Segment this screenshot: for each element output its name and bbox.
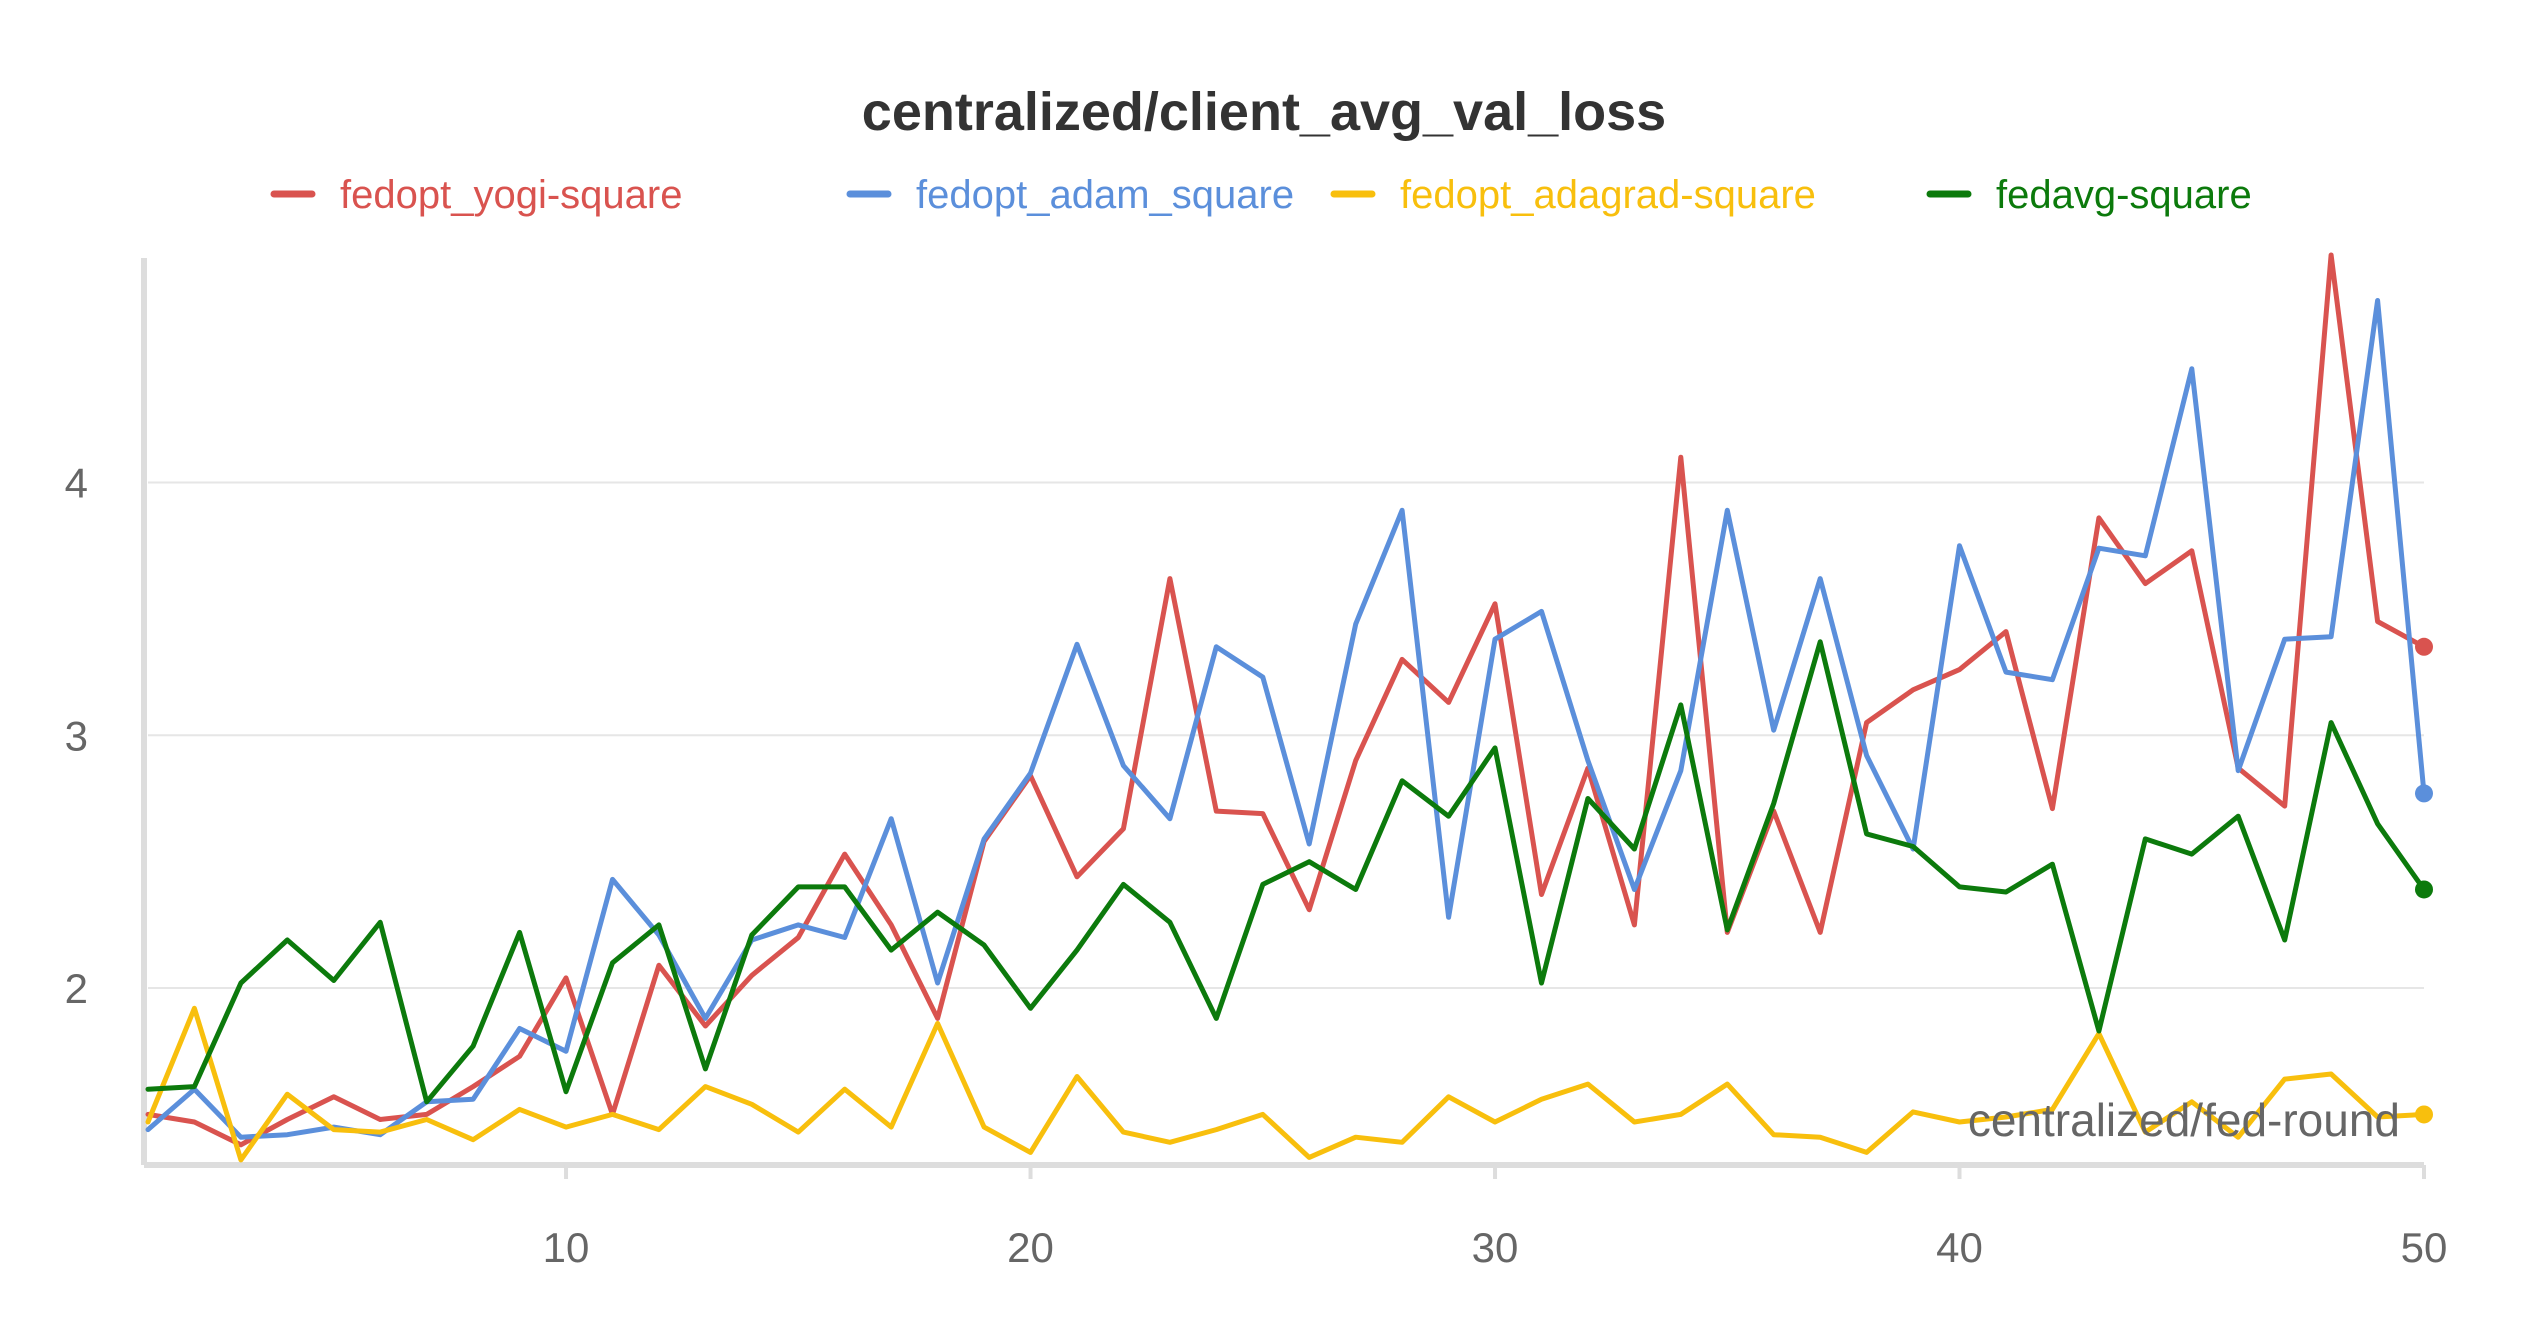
series-endpoint <box>2415 880 2433 899</box>
grid-lines: 2 3 4 <box>65 460 2424 1012</box>
legend-item[interactable]: fedavg-square <box>1926 173 2252 217</box>
series-endpoint <box>2415 637 2433 656</box>
x-tick-label: 20 <box>1007 1224 1054 1271</box>
legend-label: fedavg-square <box>1996 173 2252 217</box>
y-tick-label: 4 <box>65 460 88 507</box>
series-endpoint <box>2415 1105 2433 1124</box>
x-tick-label: 40 <box>1936 1224 1983 1271</box>
y-tick-label: 2 <box>65 965 88 1012</box>
legend-item[interactable]: fedopt_adam_square <box>846 173 1294 217</box>
series-line[interactable] <box>145 298 2427 1140</box>
legend-label: fedopt_adagrad-square <box>1400 173 1816 217</box>
series-line[interactable] <box>145 639 2427 1105</box>
series-endpoints <box>2415 637 2433 1124</box>
chart-title: centralized/client_avg_val_loss <box>862 82 1666 142</box>
legend-item[interactable]: fedopt_yogi-square <box>270 173 682 217</box>
series-line[interactable] <box>145 252 2427 1148</box>
x-tick-label: 50 <box>2401 1224 2448 1271</box>
series-line[interactable] <box>145 1005 2427 1163</box>
x-axis-label: centralized/fed-round <box>1968 1094 2400 1146</box>
axes: 10 20 30 40 50 <box>141 258 2448 1271</box>
series-lines <box>145 252 2427 1163</box>
series-endpoint <box>2415 784 2433 803</box>
legend-label: fedopt_yogi-square <box>340 173 682 217</box>
y-tick-label: 3 <box>65 712 88 759</box>
x-tick-label: 10 <box>543 1224 590 1271</box>
legend: fedopt_yogi-square fedopt_adam_square fedo… <box>270 173 2252 217</box>
x-tick-label: 30 <box>1472 1224 1519 1271</box>
legend-label: fedopt_adam_square <box>916 173 1294 217</box>
legend-item[interactable]: fedopt_adagrad-square <box>1330 173 1816 217</box>
